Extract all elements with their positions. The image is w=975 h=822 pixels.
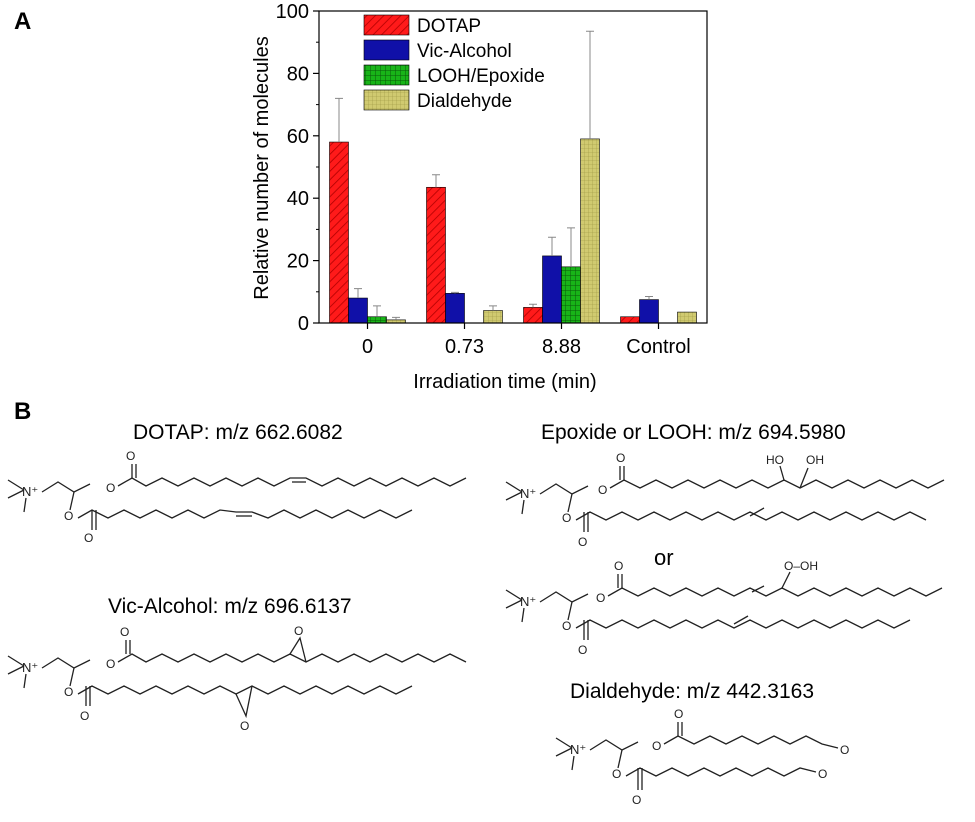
error-bar: [489, 305, 497, 311]
oxygen-label: O: [674, 707, 683, 721]
dialdehyde-title: Dialdehyde: m/z 442.3163: [570, 680, 814, 703]
oxygen-label: O: [106, 657, 115, 671]
oxygen-label: O: [106, 481, 115, 495]
error-bar: [529, 303, 537, 308]
oxygen-label: O: [840, 743, 849, 757]
oxygen-label: O: [616, 451, 625, 465]
bar-looh-epoxide-0: [367, 316, 387, 324]
legend-swatch: [363, 14, 410, 36]
vic-alcohol-structure: N⁺ O O O O O O: [7, 624, 467, 733]
legend-swatch: [363, 64, 410, 86]
legend-swatch: [363, 39, 410, 61]
oxygen-label: O: [294, 624, 303, 638]
oxygen-label: O: [120, 625, 129, 639]
dotap-structure: N⁺ O O O O: [7, 449, 467, 545]
x-tick-label: 0: [362, 336, 373, 358]
oxygen-label: O: [632, 793, 641, 807]
x-tick-label: Control: [626, 336, 690, 358]
bar-chart: 0 20 40 60 80 100 0 0.73 8.88 Control DOTAP Vic-Al…: [251, 1, 708, 393]
hydroperoxy-label: O–OH: [784, 560, 818, 573]
error-bar: [354, 288, 362, 299]
error-bar: [645, 295, 653, 300]
y-tick-label: 20: [287, 251, 309, 273]
x-tick-label: 8.88: [542, 336, 581, 358]
error-bar: [567, 227, 575, 267]
n-plus-label: N⁺: [520, 486, 536, 501]
y-tick-label: 100: [276, 1, 309, 23]
legend-label: Vic-Alcohol: [417, 41, 512, 62]
bar-vic-alcohol-0: [348, 297, 368, 324]
bar-looh-epoxide-2: [561, 266, 581, 324]
oxygen-label: O: [652, 739, 661, 753]
y-tick-label: 40: [287, 188, 309, 210]
hydroxyl-label: HO: [766, 453, 784, 467]
bar-dotap-0: [329, 141, 349, 324]
legend-label: Dialdehyde: [417, 91, 512, 112]
x-axis-label: Irradiation time (min): [413, 371, 596, 393]
oxygen-label: O: [612, 767, 621, 781]
n-plus-label: N⁺: [520, 594, 536, 609]
oxygen-label: O: [562, 619, 571, 633]
legend-swatch: [363, 89, 410, 111]
bar-dotap-2: [523, 307, 543, 324]
legend-label: LOOH/Epoxide: [417, 66, 545, 87]
diol-structure: N⁺ O O O HO OH O: [505, 451, 945, 549]
bar-dialdehyde-2: [580, 138, 600, 324]
bar-dialdehyde-1: [483, 310, 503, 324]
oxygen-label: O: [240, 719, 249, 733]
oxygen-label: O: [64, 509, 73, 523]
oxygen-label: O: [614, 560, 623, 573]
error-bar: [392, 316, 400, 320]
bar-dotap-1: [426, 186, 446, 324]
error-bar: [432, 174, 440, 188]
or-label: or: [654, 545, 674, 570]
error-bar: [373, 305, 381, 317]
oxygen-label: O: [598, 483, 607, 497]
oxygen-label: O: [596, 591, 605, 605]
error-bar: [335, 97, 343, 143]
bar-vic-alcohol-3: [639, 299, 659, 324]
y-tick-label: 60: [287, 126, 309, 148]
oxygen-label: O: [84, 531, 93, 545]
n-plus-label: N⁺: [570, 742, 586, 757]
bar-vic-alcohol-1: [445, 293, 465, 324]
error-bar: [548, 236, 556, 256]
bar-dotap-3: [620, 316, 640, 324]
y-tick-label: 0: [298, 313, 309, 335]
y-axis-label: Relative number of molecules: [251, 36, 273, 299]
bar-vic-alcohol-2: [542, 255, 562, 324]
oxygen-label: O: [818, 767, 827, 781]
x-tick-label: 0.73: [445, 336, 484, 358]
y-tick-label: 80: [287, 63, 309, 85]
oxygen-label: O: [578, 535, 587, 549]
oxygen-label: O: [562, 511, 571, 525]
hydroxyl-label: OH: [806, 453, 824, 467]
panel-label-b: B: [14, 398, 32, 425]
n-plus-label: N⁺: [22, 660, 38, 675]
oxygen-label: O: [126, 449, 135, 463]
oxygen-label: O: [578, 643, 587, 657]
n-plus-label: N⁺: [22, 484, 38, 499]
epoxide-looh-title: Epoxide or LOOH: m/z 694.5980: [541, 421, 846, 444]
error-bar: [451, 291, 459, 294]
looh-structure: N⁺ O O O O–OH O: [505, 560, 943, 657]
dotap-title: DOTAP: m/z 662.6082: [133, 421, 343, 444]
oxygen-label: O: [80, 709, 89, 723]
error-bar: [586, 30, 594, 139]
vic-alcohol-title: Vic-Alcohol: m/z 696.6137: [108, 595, 352, 618]
panel-label-a: A: [14, 8, 32, 35]
legend-label: DOTAP: [417, 16, 481, 37]
bar-dialdehyde-3: [677, 311, 697, 324]
dialdehyde-structure: N⁺ O O O O O O: [555, 707, 849, 807]
oxygen-label: O: [64, 685, 73, 699]
